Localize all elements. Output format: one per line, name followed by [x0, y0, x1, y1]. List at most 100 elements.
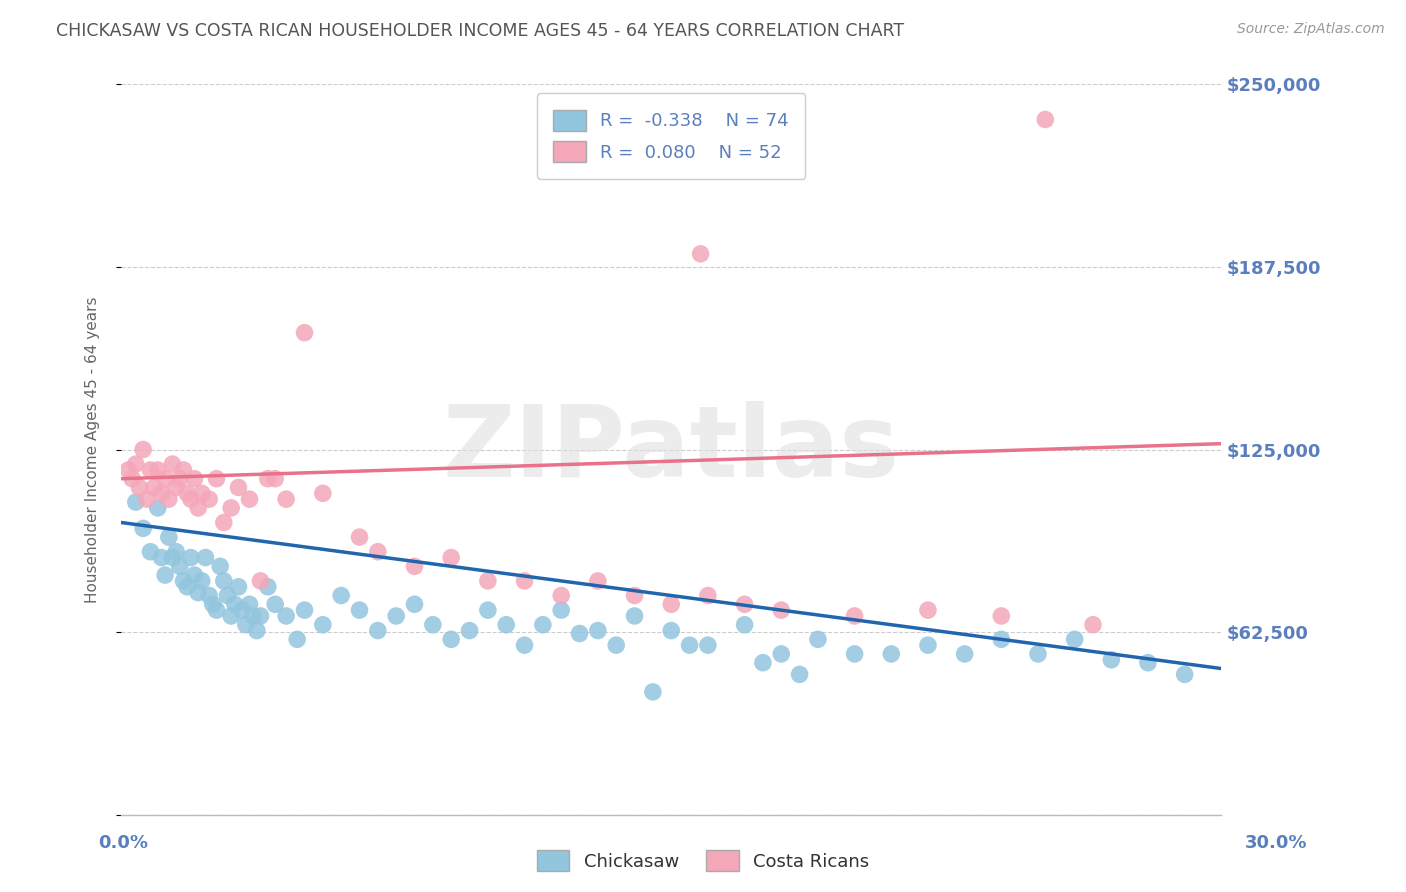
- Point: [139, 463, 162, 477]
- Point: [1174, 667, 1197, 681]
- Point: [121, 472, 143, 486]
- Point: [143, 480, 166, 494]
- Point: [180, 492, 202, 507]
- Point: [231, 603, 253, 617]
- Point: [146, 463, 169, 477]
- Point: [169, 472, 191, 486]
- Point: [285, 632, 308, 647]
- Text: 30.0%: 30.0%: [1246, 834, 1308, 852]
- Point: [531, 617, 554, 632]
- Point: [734, 617, 756, 632]
- Point: [180, 550, 202, 565]
- Point: [605, 638, 627, 652]
- Point: [249, 574, 271, 588]
- Point: [586, 624, 609, 638]
- Point: [246, 624, 269, 638]
- Point: [1063, 632, 1085, 647]
- Point: [586, 574, 609, 588]
- Point: [770, 603, 793, 617]
- Point: [219, 609, 242, 624]
- Point: [513, 638, 536, 652]
- Point: [495, 617, 517, 632]
- Point: [264, 472, 287, 486]
- Text: 0.0%: 0.0%: [98, 834, 149, 852]
- Point: [153, 472, 176, 486]
- Point: [256, 472, 278, 486]
- Point: [477, 603, 499, 617]
- Point: [125, 457, 148, 471]
- Point: [385, 609, 408, 624]
- Point: [367, 624, 389, 638]
- Point: [157, 530, 180, 544]
- Point: [264, 597, 287, 611]
- Point: [1136, 656, 1159, 670]
- Point: [217, 589, 239, 603]
- Point: [953, 647, 976, 661]
- Point: [150, 550, 173, 565]
- Point: [194, 550, 217, 565]
- Point: [198, 492, 221, 507]
- Point: [165, 545, 187, 559]
- Point: [276, 492, 298, 507]
- Point: [659, 624, 682, 638]
- Point: [550, 603, 572, 617]
- Point: [205, 472, 228, 486]
- Point: [187, 585, 209, 599]
- Point: [238, 597, 260, 611]
- Point: [789, 667, 811, 681]
- Point: [404, 597, 426, 611]
- Point: [172, 574, 194, 588]
- Point: [844, 609, 866, 624]
- Text: Source: ZipAtlas.com: Source: ZipAtlas.com: [1237, 22, 1385, 37]
- Point: [990, 609, 1012, 624]
- Point: [135, 492, 157, 507]
- Point: [752, 656, 775, 670]
- Point: [1026, 647, 1049, 661]
- Point: [224, 597, 246, 611]
- Point: [990, 632, 1012, 647]
- Point: [209, 559, 232, 574]
- Point: [219, 500, 242, 515]
- Point: [276, 609, 298, 624]
- Point: [440, 632, 463, 647]
- Point: [1033, 112, 1056, 127]
- Point: [125, 495, 148, 509]
- Point: [623, 609, 645, 624]
- Point: [659, 597, 682, 611]
- Point: [696, 589, 718, 603]
- Point: [249, 609, 271, 624]
- Point: [917, 638, 939, 652]
- Point: [880, 647, 903, 661]
- Point: [367, 545, 389, 559]
- Text: ZIPatlas: ZIPatlas: [443, 401, 900, 498]
- Legend: Chickasaw, Costa Ricans: Chickasaw, Costa Ricans: [530, 843, 876, 879]
- Point: [228, 480, 250, 494]
- Point: [689, 247, 711, 261]
- Point: [678, 638, 700, 652]
- Point: [294, 603, 316, 617]
- Point: [404, 559, 426, 574]
- Point: [458, 624, 481, 638]
- Point: [696, 638, 718, 652]
- Point: [242, 609, 264, 624]
- Point: [228, 580, 250, 594]
- Point: [734, 597, 756, 611]
- Point: [477, 574, 499, 588]
- Point: [191, 486, 214, 500]
- Point: [139, 545, 162, 559]
- Y-axis label: Householder Income Ages 45 - 64 years: Householder Income Ages 45 - 64 years: [86, 296, 100, 603]
- Point: [349, 603, 371, 617]
- Point: [1081, 617, 1104, 632]
- Point: [312, 486, 335, 500]
- Point: [162, 550, 184, 565]
- Point: [146, 500, 169, 515]
- Point: [641, 685, 664, 699]
- Point: [513, 574, 536, 588]
- Point: [1099, 653, 1122, 667]
- Point: [238, 492, 260, 507]
- Legend: R =  -0.338    N = 74, R =  0.080    N = 52: R = -0.338 N = 74, R = 0.080 N = 52: [537, 94, 806, 178]
- Point: [176, 486, 198, 500]
- Point: [440, 550, 463, 565]
- Point: [212, 574, 235, 588]
- Point: [150, 486, 173, 500]
